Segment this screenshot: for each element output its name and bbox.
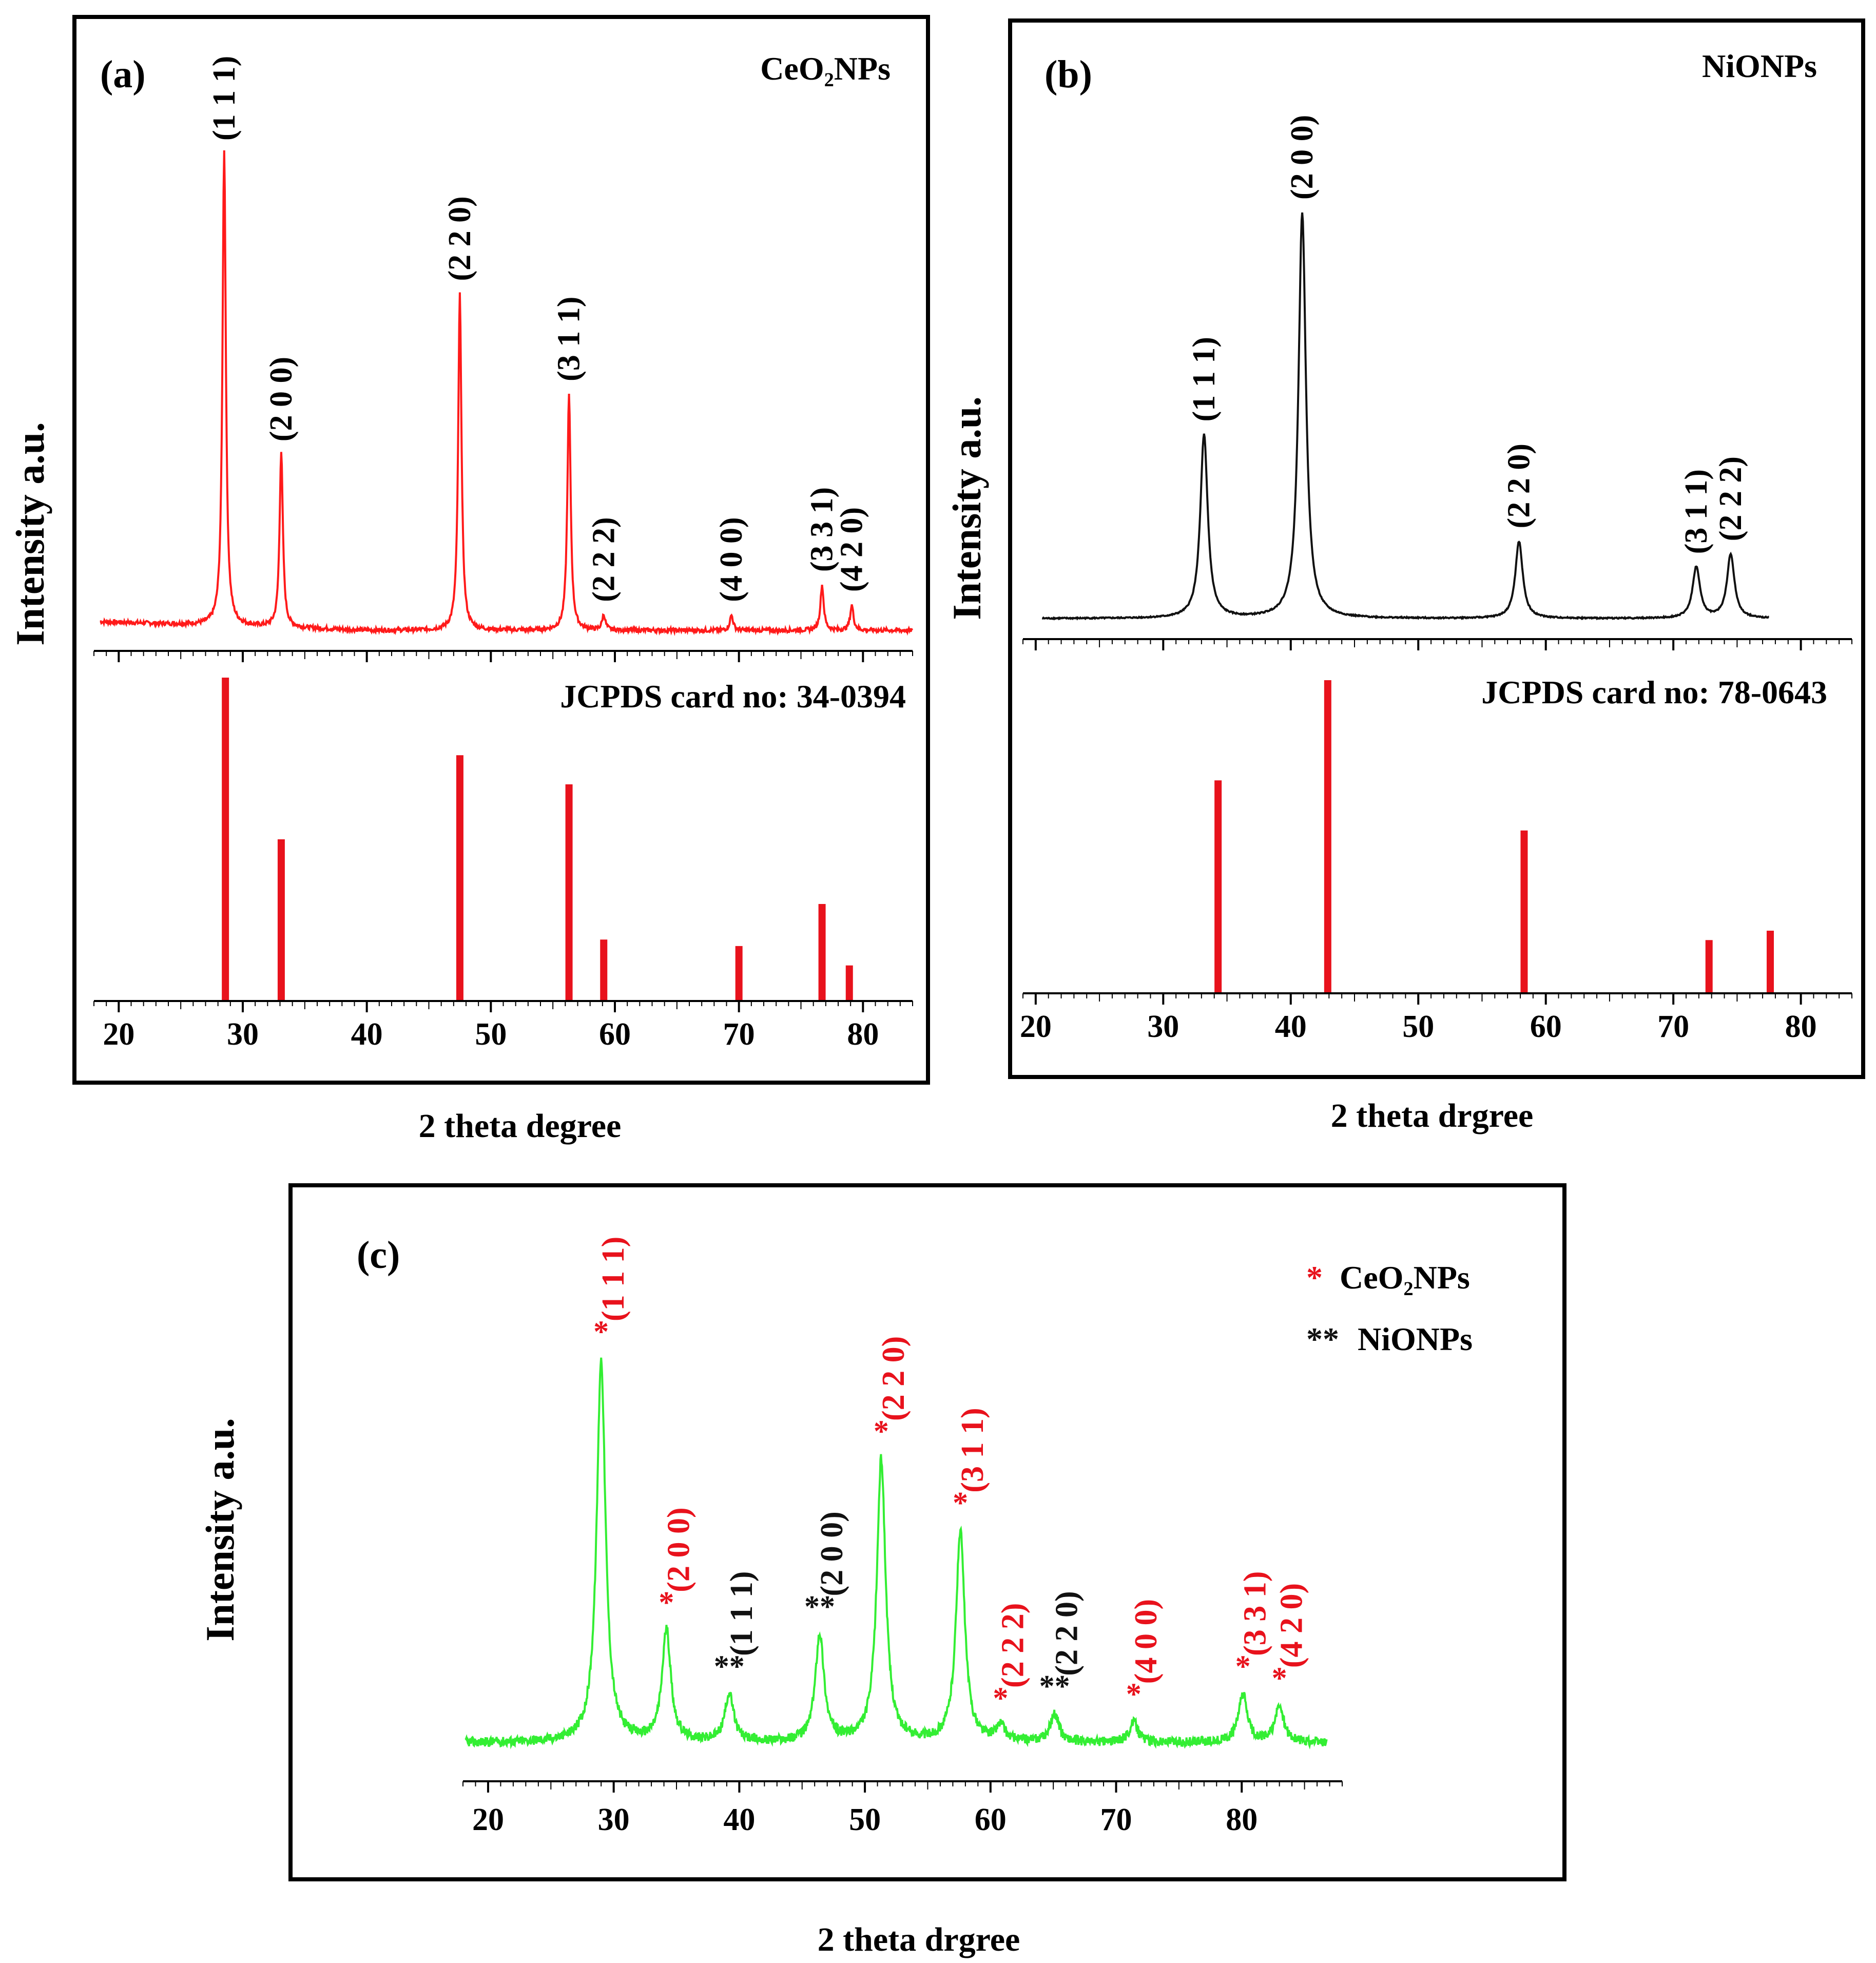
panel-b-peak-label: (1 1 1) bbox=[1187, 337, 1222, 421]
panel-a-reference-bar bbox=[600, 939, 608, 1001]
panel-c-peak-marker: ** bbox=[804, 1589, 835, 1623]
panel-b-peak-label: (2 2 2) bbox=[1713, 456, 1748, 541]
panel-c-trace bbox=[465, 1357, 1328, 1750]
panel-a-trace bbox=[100, 150, 914, 637]
panel-b-peak-label: (3 1 1) bbox=[1679, 469, 1714, 554]
panel-a-ref-tick-label: 40 bbox=[351, 1017, 383, 1052]
legend-ceo2-marker: * bbox=[1306, 1259, 1323, 1296]
panel-a-peak-label: (3 1 1) bbox=[552, 297, 587, 381]
panel-a-peak-label: (2 2 0) bbox=[442, 196, 477, 281]
panel-b-peak-label: (2 2 0) bbox=[1502, 444, 1537, 528]
panel-c-peak-label: (4 2 0) bbox=[1274, 1583, 1309, 1668]
panel-c-peak-marker: * bbox=[1235, 1649, 1251, 1683]
panel-c-peak-marker: * bbox=[993, 1681, 1008, 1715]
panel-a-chart: (1 1 1) (2 0 0) (2 2 0) (3 1 1) (2 2 2) (4 0 … bbox=[100, 56, 914, 1001]
panel-b-peak-label: (2 0 0) bbox=[1285, 115, 1320, 200]
panel-a-reference-bar bbox=[277, 839, 285, 1001]
panel-b-ref-tick-label: 50 bbox=[1402, 1009, 1434, 1044]
panel-c-peak-marker: ** bbox=[1039, 1669, 1070, 1703]
panel-b-reference-bar bbox=[1324, 680, 1331, 993]
panel-b-ref-tick-label: 20 bbox=[1020, 1009, 1052, 1044]
panel-c-tick-label: 40 bbox=[723, 1802, 755, 1837]
panel-a-reference-label: JCPDS card no: 34-0394 bbox=[560, 678, 906, 715]
panel-c-peak-marker: * bbox=[953, 1486, 968, 1520]
panel-a-peak-label: (3 3 1) bbox=[805, 487, 840, 572]
panel-c-peak-label: (3 3 1) bbox=[1238, 1571, 1273, 1656]
panel-b-label: (b) bbox=[1045, 53, 1092, 96]
panel-a-ref-tick-label: 20 bbox=[103, 1017, 134, 1052]
panel-b-ref-tick-label: 80 bbox=[1785, 1009, 1817, 1044]
panel-c-tick-label: 30 bbox=[598, 1802, 630, 1837]
panel-a-ref-tick-label: 70 bbox=[723, 1017, 755, 1052]
panel-a-reference-bar bbox=[845, 965, 853, 1001]
panel-b-y-label: Intensity a.u. bbox=[944, 396, 989, 620]
panel-a-reference-bar bbox=[222, 678, 229, 1001]
panel-c-peak-marker: * bbox=[593, 1315, 609, 1349]
panel-c-chart: *(1 1 1)*(2 0 0)**(1 1 1) **(2 0 0)*(2 2 … bbox=[465, 1237, 1328, 1750]
panel-b-reference-bar bbox=[1520, 830, 1528, 993]
legend-nio-label: NiONPs bbox=[1358, 1321, 1473, 1357]
panel-a-reference-bar bbox=[456, 755, 463, 1001]
panel-c-peak-label: (2 0 0) bbox=[815, 1511, 849, 1596]
panel-a-sample-label: CeO₂NPs bbox=[760, 50, 891, 87]
panel-c-peak-label: (2 2 2) bbox=[995, 1603, 1030, 1688]
panel-c-peak-marker: * bbox=[659, 1586, 674, 1620]
panel-a-ref-tick-label: 30 bbox=[227, 1017, 259, 1052]
panel-c-peak-marker: * bbox=[1272, 1661, 1287, 1695]
panel-b-reference-label: JCPDS card no: 78-0643 bbox=[1481, 674, 1827, 710]
panel-c-peak-marker: * bbox=[1126, 1677, 1142, 1711]
panel-a-ref-tick-label: 80 bbox=[847, 1017, 879, 1052]
panel-b-x-label: 2 theta drgree bbox=[1331, 1097, 1534, 1134]
panel-a-reference-bar bbox=[565, 784, 573, 1001]
panel-c-tick-label: 20 bbox=[472, 1802, 504, 1837]
panel-b-ref-tick-label: 30 bbox=[1147, 1009, 1179, 1044]
legend-nio-marker: ** bbox=[1306, 1321, 1339, 1357]
panel-b-reference-bar bbox=[1214, 780, 1222, 993]
panel-b-reference-bar bbox=[1766, 931, 1774, 993]
panel-c-peak-label: (2 2 0) bbox=[1050, 1591, 1085, 1676]
panel-a-reference-bar bbox=[735, 946, 743, 1001]
panel-b-chart: (1 1 1) (2 0 0) (2 2 0) (3 1 1) (2 2 2) bbox=[1041, 115, 1774, 993]
panel-c-label: (c) bbox=[357, 1234, 400, 1277]
panel-c-peak-label: (1 1 1) bbox=[724, 1571, 759, 1656]
panel-c-tick-label: 60 bbox=[975, 1802, 1007, 1837]
panel-a-peak-label: (1 1 1) bbox=[207, 56, 242, 141]
panel-b-ref-tick-label: 70 bbox=[1657, 1009, 1689, 1044]
panel-b-sample-label: NiONPs bbox=[1702, 48, 1817, 84]
panel-c-tick-label: 50 bbox=[849, 1802, 881, 1837]
panel-c-peak-label: (2 2 0) bbox=[876, 1336, 911, 1421]
panel-a-ref-tick-label: 60 bbox=[599, 1017, 631, 1052]
panel-c-peak-label: (3 1 1) bbox=[955, 1408, 990, 1492]
panel-a-peak-label: (2 2 2) bbox=[586, 517, 621, 602]
panel-c-peak-label: (2 0 0) bbox=[661, 1507, 696, 1592]
panel-a-peak-label: (4 0 0) bbox=[714, 517, 749, 602]
panel-c-tick-label: 80 bbox=[1226, 1802, 1258, 1837]
xrd-charts: (1 1 1)(2 0 0)(2 2 0)(3 1 1)(2 2 2) (4 0 … bbox=[93, 56, 1852, 1837]
panel-c-x-label: 2 theta drgree bbox=[818, 1921, 1020, 1958]
panel-b-reference-bar bbox=[1705, 940, 1713, 993]
panel-b-frame bbox=[1008, 18, 1865, 1079]
panel-c-peak-label: (1 1 1) bbox=[596, 1237, 631, 1321]
panel-b-ref-tick-label: 60 bbox=[1530, 1009, 1562, 1044]
panel-c-tick-label: 70 bbox=[1100, 1802, 1132, 1837]
panel-a-peak-label: (4 2 0) bbox=[835, 507, 869, 592]
panel-b-trace bbox=[1041, 212, 1769, 621]
panel-a-reference-bar bbox=[818, 904, 826, 1001]
panel-c-peak-marker: * bbox=[874, 1414, 889, 1448]
panel-c-frame bbox=[288, 1183, 1566, 1881]
legend-ceo2-label: CeO₂NPs bbox=[1340, 1259, 1470, 1296]
panel-c-y-label: Intensity a.u. bbox=[198, 1418, 242, 1642]
panel-c-legend: * CeO₂NPs ** NiONPs bbox=[1306, 1259, 1473, 1357]
panel-c-peak-label: (4 0 0) bbox=[1129, 1599, 1164, 1684]
panel-a-frame bbox=[72, 15, 930, 1085]
panel-a-ref-tick-label: 50 bbox=[475, 1017, 507, 1052]
panel-a-label: (a) bbox=[100, 53, 146, 96]
panel-a-y-label: Intensity a.u. bbox=[8, 422, 52, 646]
panel-b-ref-tick-label: 40 bbox=[1275, 1009, 1307, 1044]
panel-c-peak-marker: ** bbox=[714, 1649, 745, 1683]
panel-a-x-label: 2 theta degree bbox=[419, 1107, 622, 1145]
panel-a-peak-label: (2 0 0) bbox=[264, 357, 299, 441]
